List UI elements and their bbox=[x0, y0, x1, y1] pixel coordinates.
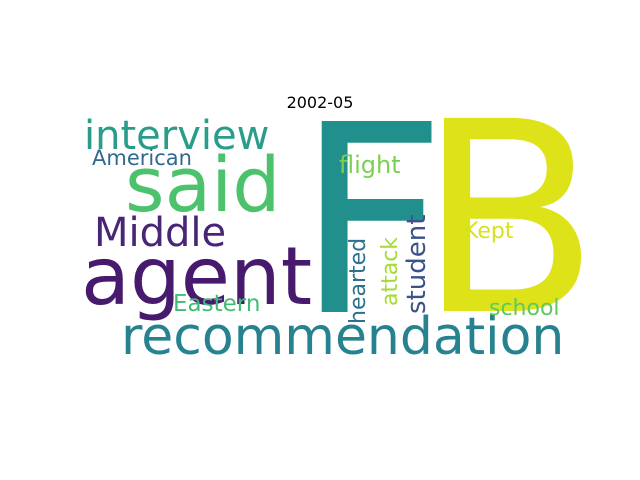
word-F: F bbox=[296, 113, 447, 366]
word-recommendation: recommendation bbox=[121, 307, 565, 366]
word-American: American bbox=[92, 146, 192, 170]
word-hearted: hearted bbox=[346, 237, 371, 324]
word-Kept: Kept bbox=[464, 219, 514, 244]
word-attack: attack bbox=[378, 236, 403, 306]
word-school: school bbox=[489, 296, 560, 321]
word-student: student bbox=[402, 214, 432, 314]
chart-title: 2002-05 bbox=[286, 93, 354, 112]
word-interview: interview bbox=[84, 113, 270, 159]
word-Middle: Middle bbox=[94, 210, 227, 256]
word-agent: agent bbox=[81, 230, 313, 323]
word-flight: flight bbox=[339, 151, 401, 179]
word-B: B bbox=[418, 113, 584, 366]
word-Eastern: Eastern bbox=[173, 291, 261, 317]
word-cloud: F B interview said American Middle agent… bbox=[78, 113, 584, 366]
word-said: said bbox=[125, 140, 281, 229]
